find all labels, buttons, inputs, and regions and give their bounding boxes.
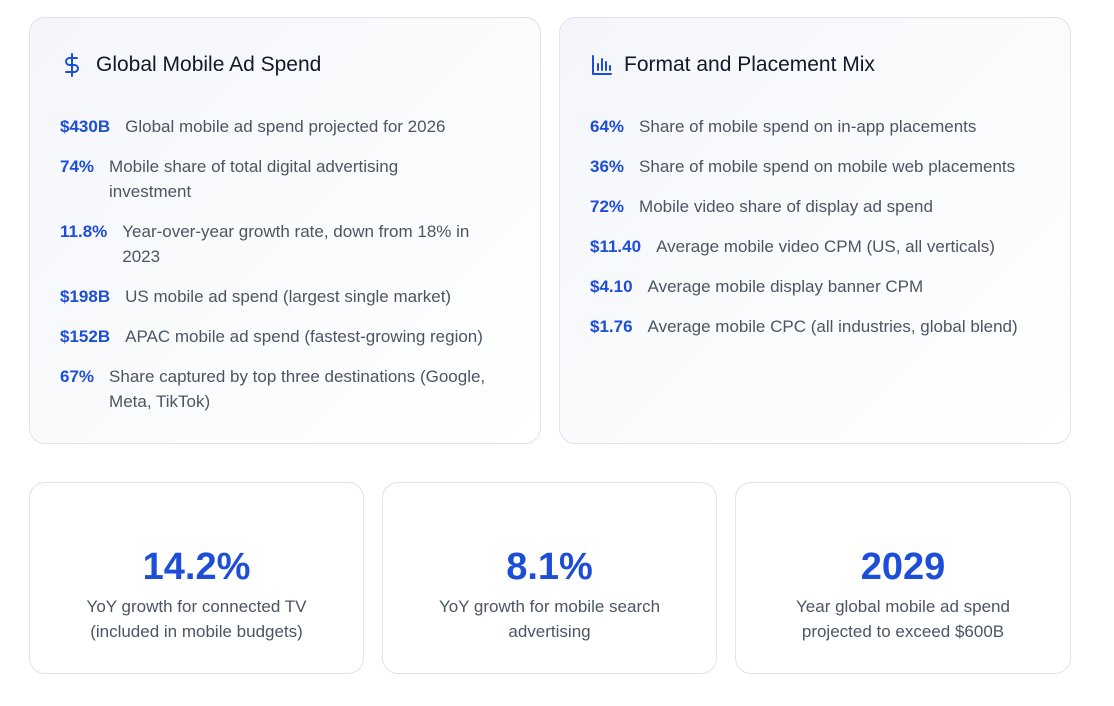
format-and-placement-mix-card: Format and Placement Mix 64% Share of mo… bbox=[559, 17, 1071, 444]
dollar-icon bbox=[60, 53, 84, 77]
stat-value: $152B bbox=[60, 327, 111, 346]
stat-item: $1.76 Average mobile CPC (all industries… bbox=[590, 314, 1050, 339]
stat-list: $430B Global mobile ad spend projected f… bbox=[60, 114, 520, 429]
kpi-card-spend-milestone-year: 2029 Year global mobile ad spend project… bbox=[735, 482, 1071, 674]
stat-item: $430B Global mobile ad spend projected f… bbox=[60, 114, 520, 139]
stat-value: $430B bbox=[60, 117, 111, 136]
stat-item: $11.40 Average mobile video CPM (US, all… bbox=[590, 234, 1050, 259]
kpi-label: YoY growth for mobile search advertising bbox=[438, 597, 661, 641]
stat-value: 36% bbox=[590, 157, 625, 176]
kpi-card-mobile-search-growth: 8.1% YoY growth for mobile search advert… bbox=[382, 482, 717, 674]
stat-list: 64% Share of mobile spend on in-app plac… bbox=[590, 114, 1050, 354]
stat-value: 72% bbox=[590, 197, 625, 216]
stat-item: 64% Share of mobile spend on in-app plac… bbox=[590, 114, 1050, 139]
card-title-text: Global Mobile Ad Spend bbox=[96, 53, 322, 76]
global-mobile-ad-spend-card: Global Mobile Ad Spend $430B Global mobi… bbox=[29, 17, 541, 444]
stat-value: 64% bbox=[590, 117, 625, 136]
stat-item: $198B US mobile ad spend (largest single… bbox=[60, 284, 520, 309]
stat-description: Mobile video share of display ad spend bbox=[639, 197, 933, 216]
stat-description: APAC mobile ad spend (fastest-growing re… bbox=[125, 327, 483, 346]
stat-description: US mobile ad spend (largest single marke… bbox=[125, 287, 452, 306]
stat-item: 67% Share captured by top three destinat… bbox=[60, 364, 520, 414]
stat-value: 74% bbox=[60, 157, 95, 176]
stat-value: $11.40 bbox=[590, 237, 642, 256]
stat-description: Share of mobile spend on in-app placemen… bbox=[639, 117, 977, 136]
stat-value: 11.8% bbox=[60, 222, 108, 241]
stat-value: $198B bbox=[60, 287, 111, 306]
kpi-value: 14.2% bbox=[142, 546, 251, 588]
card-title: Global Mobile Ad Spend bbox=[60, 53, 321, 77]
card-title-text: Format and Placement Mix bbox=[624, 53, 875, 76]
bar-chart-icon bbox=[590, 53, 614, 77]
stat-description: Share of mobile spend on mobile web plac… bbox=[639, 157, 1016, 176]
stat-description: Year-over-year growth rate, down from 18… bbox=[122, 222, 470, 266]
kpi-label: Year global mobile ad spend projected to… bbox=[796, 597, 1010, 641]
stat-item: 72% Mobile video share of display ad spe… bbox=[590, 194, 1050, 219]
card-title: Format and Placement Mix bbox=[590, 53, 875, 77]
stat-value: 67% bbox=[60, 367, 95, 386]
stat-description: Share captured by top three destinations… bbox=[109, 367, 486, 411]
stat-item: 11.8% Year-over-year growth rate, down f… bbox=[60, 219, 520, 269]
stat-description: Average mobile display banner CPM bbox=[647, 277, 924, 296]
stat-item: 36% Share of mobile spend on mobile web … bbox=[590, 154, 1050, 179]
stat-item: $152B APAC mobile ad spend (fastest-grow… bbox=[60, 324, 520, 349]
stat-item: 74% Mobile share of total digital advert… bbox=[60, 154, 520, 204]
stat-description: Global mobile ad spend projected for 202… bbox=[125, 117, 446, 136]
stat-description: Average mobile CPC (all industries, glob… bbox=[647, 317, 1018, 336]
stat-value: $1.76 bbox=[590, 317, 633, 336]
kpi-card-connected-tv-growth: 14.2% YoY growth for connected TV (inclu… bbox=[29, 482, 364, 674]
kpi-label: YoY growth for connected TV (included in… bbox=[86, 597, 307, 641]
stat-item: $4.10 Average mobile display banner CPM bbox=[590, 274, 1050, 299]
kpi-value: 2029 bbox=[860, 546, 946, 588]
stat-value: $4.10 bbox=[590, 277, 633, 296]
kpi-value: 8.1% bbox=[506, 546, 593, 588]
stat-description: Mobile share of total digital advertisin… bbox=[109, 157, 399, 201]
stat-description: Average mobile video CPM (US, all vertic… bbox=[656, 237, 995, 256]
